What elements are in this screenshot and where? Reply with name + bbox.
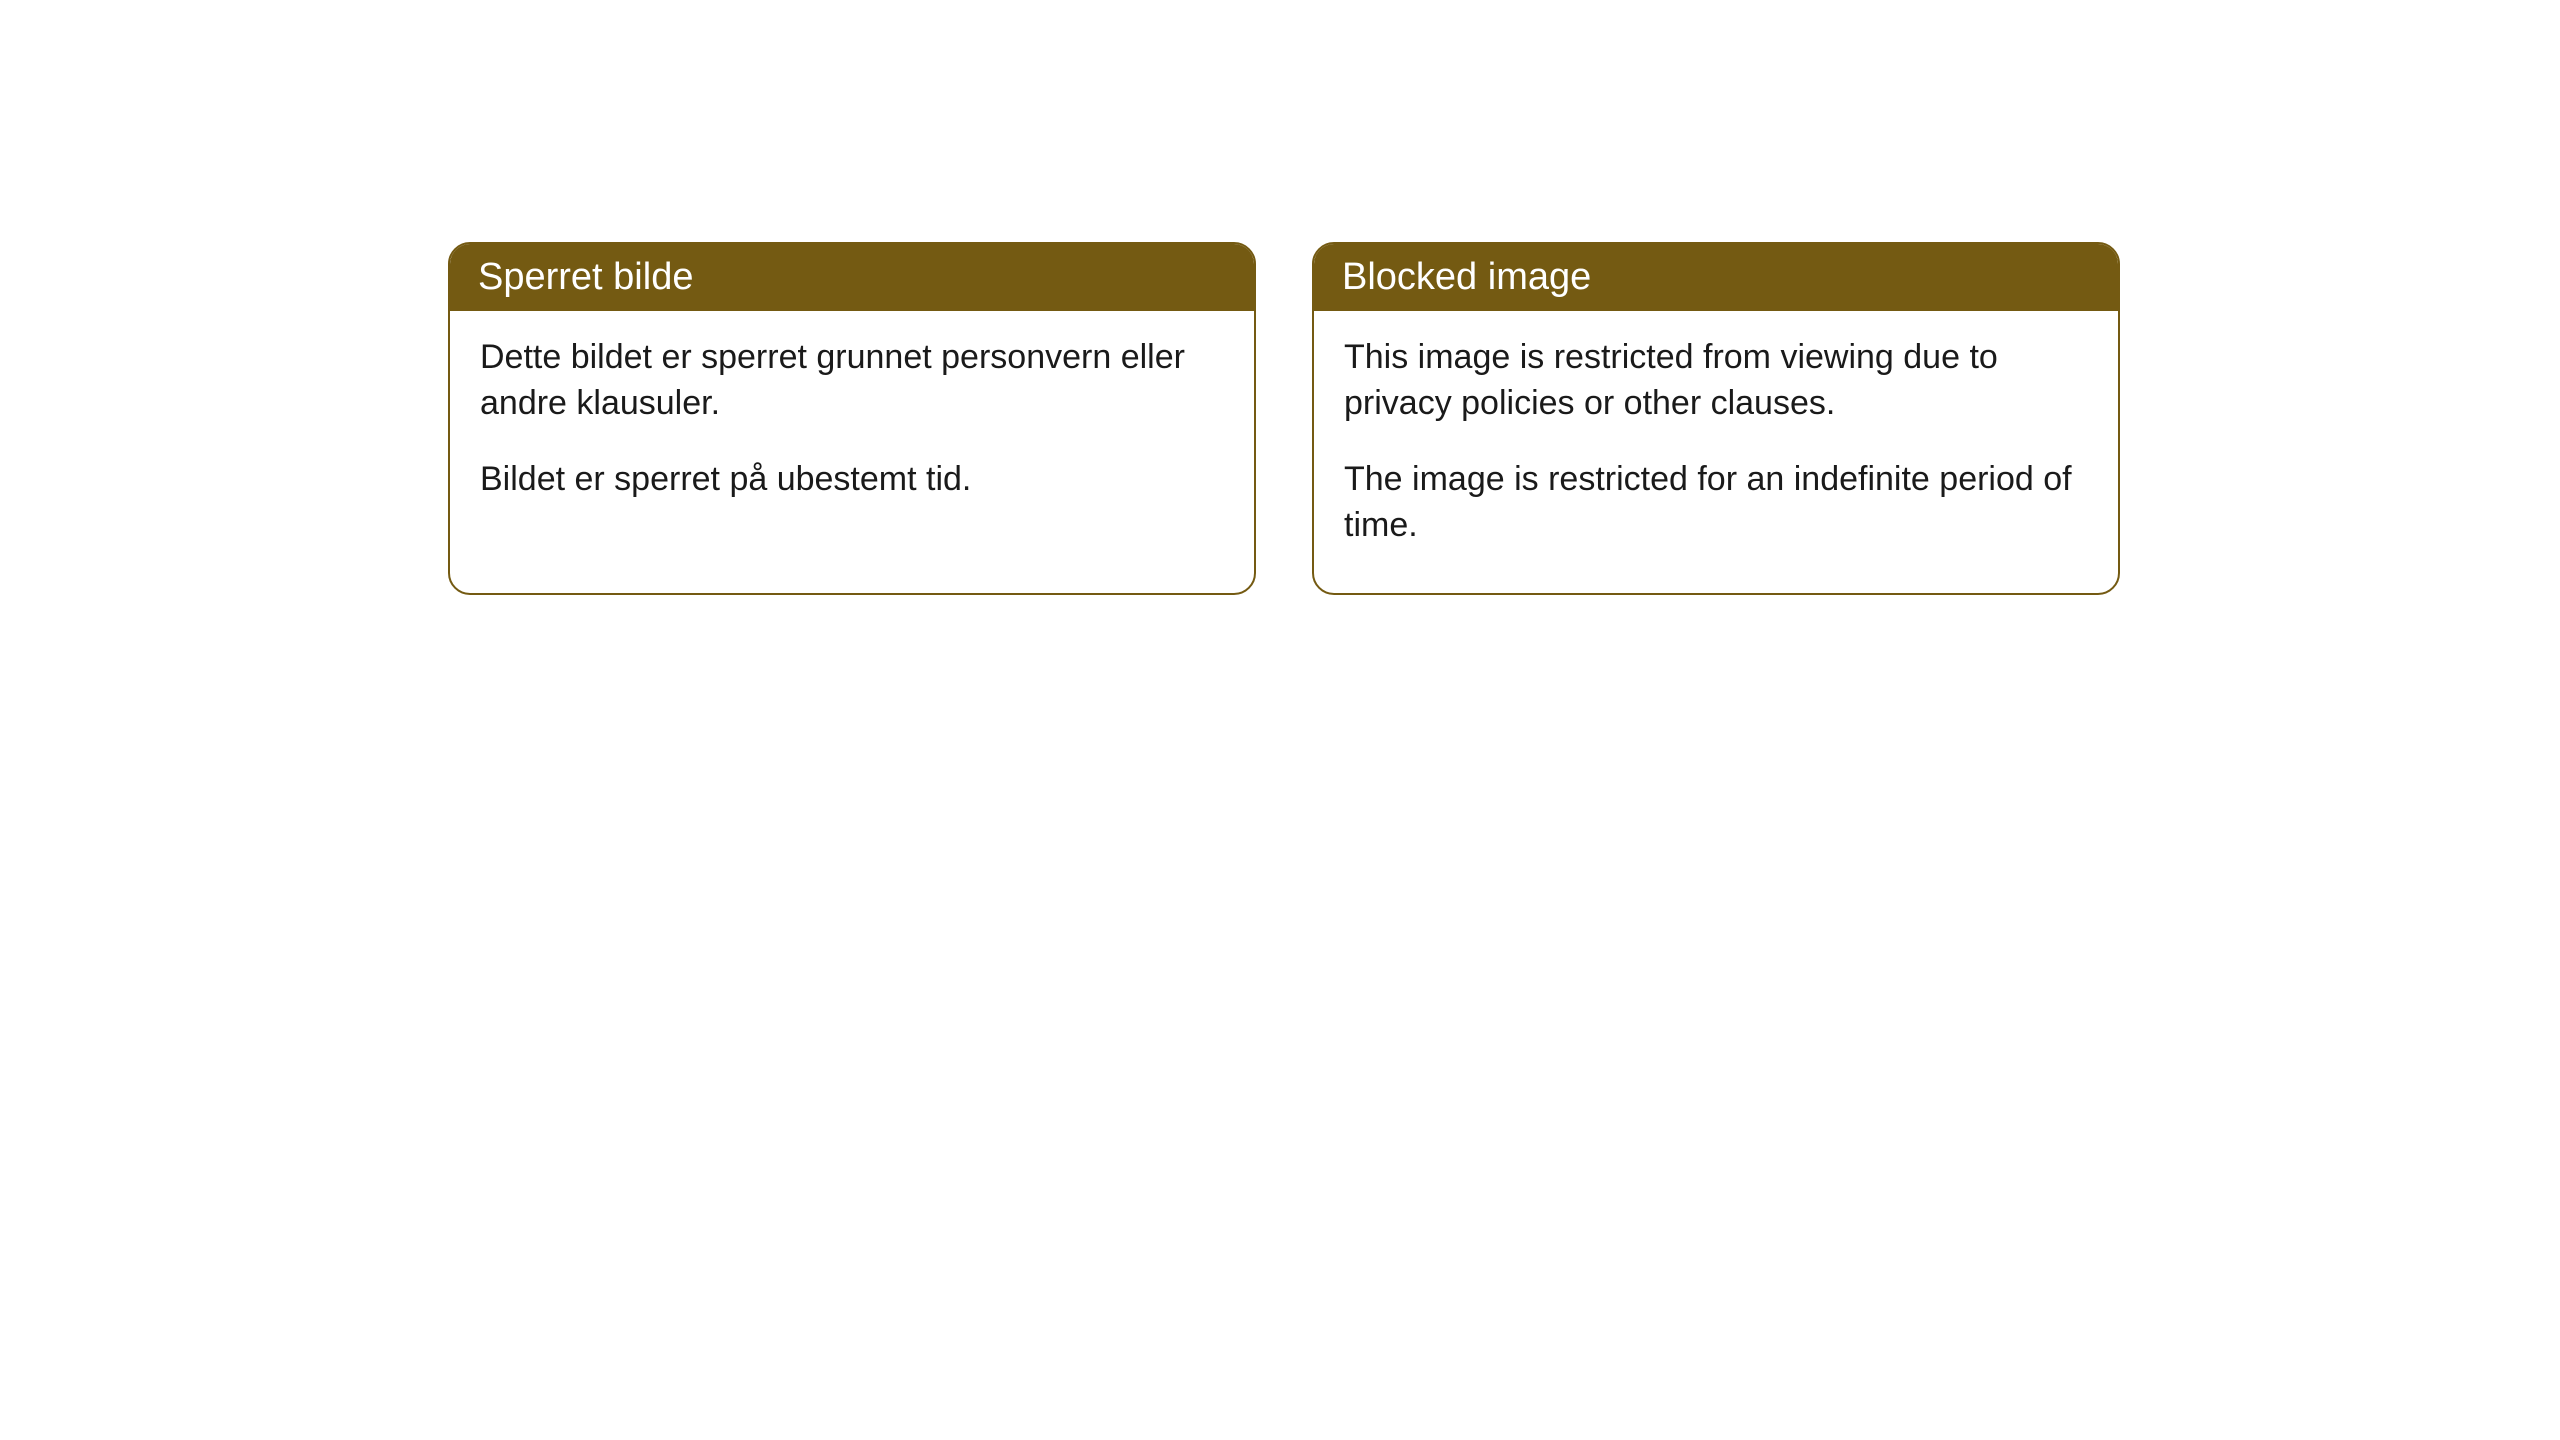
card-header: Sperret bilde: [450, 244, 1254, 311]
card-body: This image is restricted from viewing du…: [1314, 311, 2118, 593]
card-paragraph: This image is restricted from viewing du…: [1344, 335, 2088, 427]
card-paragraph: Bildet er sperret på ubestemt tid.: [480, 457, 1224, 503]
blocked-image-card-norwegian: Sperret bilde Dette bildet er sperret gr…: [448, 242, 1256, 595]
card-paragraph: Dette bildet er sperret grunnet personve…: [480, 335, 1224, 427]
card-paragraph: The image is restricted for an indefinit…: [1344, 457, 2088, 549]
card-title: Blocked image: [1342, 256, 1591, 298]
blocked-image-card-english: Blocked image This image is restricted f…: [1312, 242, 2120, 595]
card-title: Sperret bilde: [478, 256, 693, 298]
card-body: Dette bildet er sperret grunnet personve…: [450, 311, 1254, 547]
card-header: Blocked image: [1314, 244, 2118, 311]
notice-cards-container: Sperret bilde Dette bildet er sperret gr…: [0, 0, 2560, 595]
